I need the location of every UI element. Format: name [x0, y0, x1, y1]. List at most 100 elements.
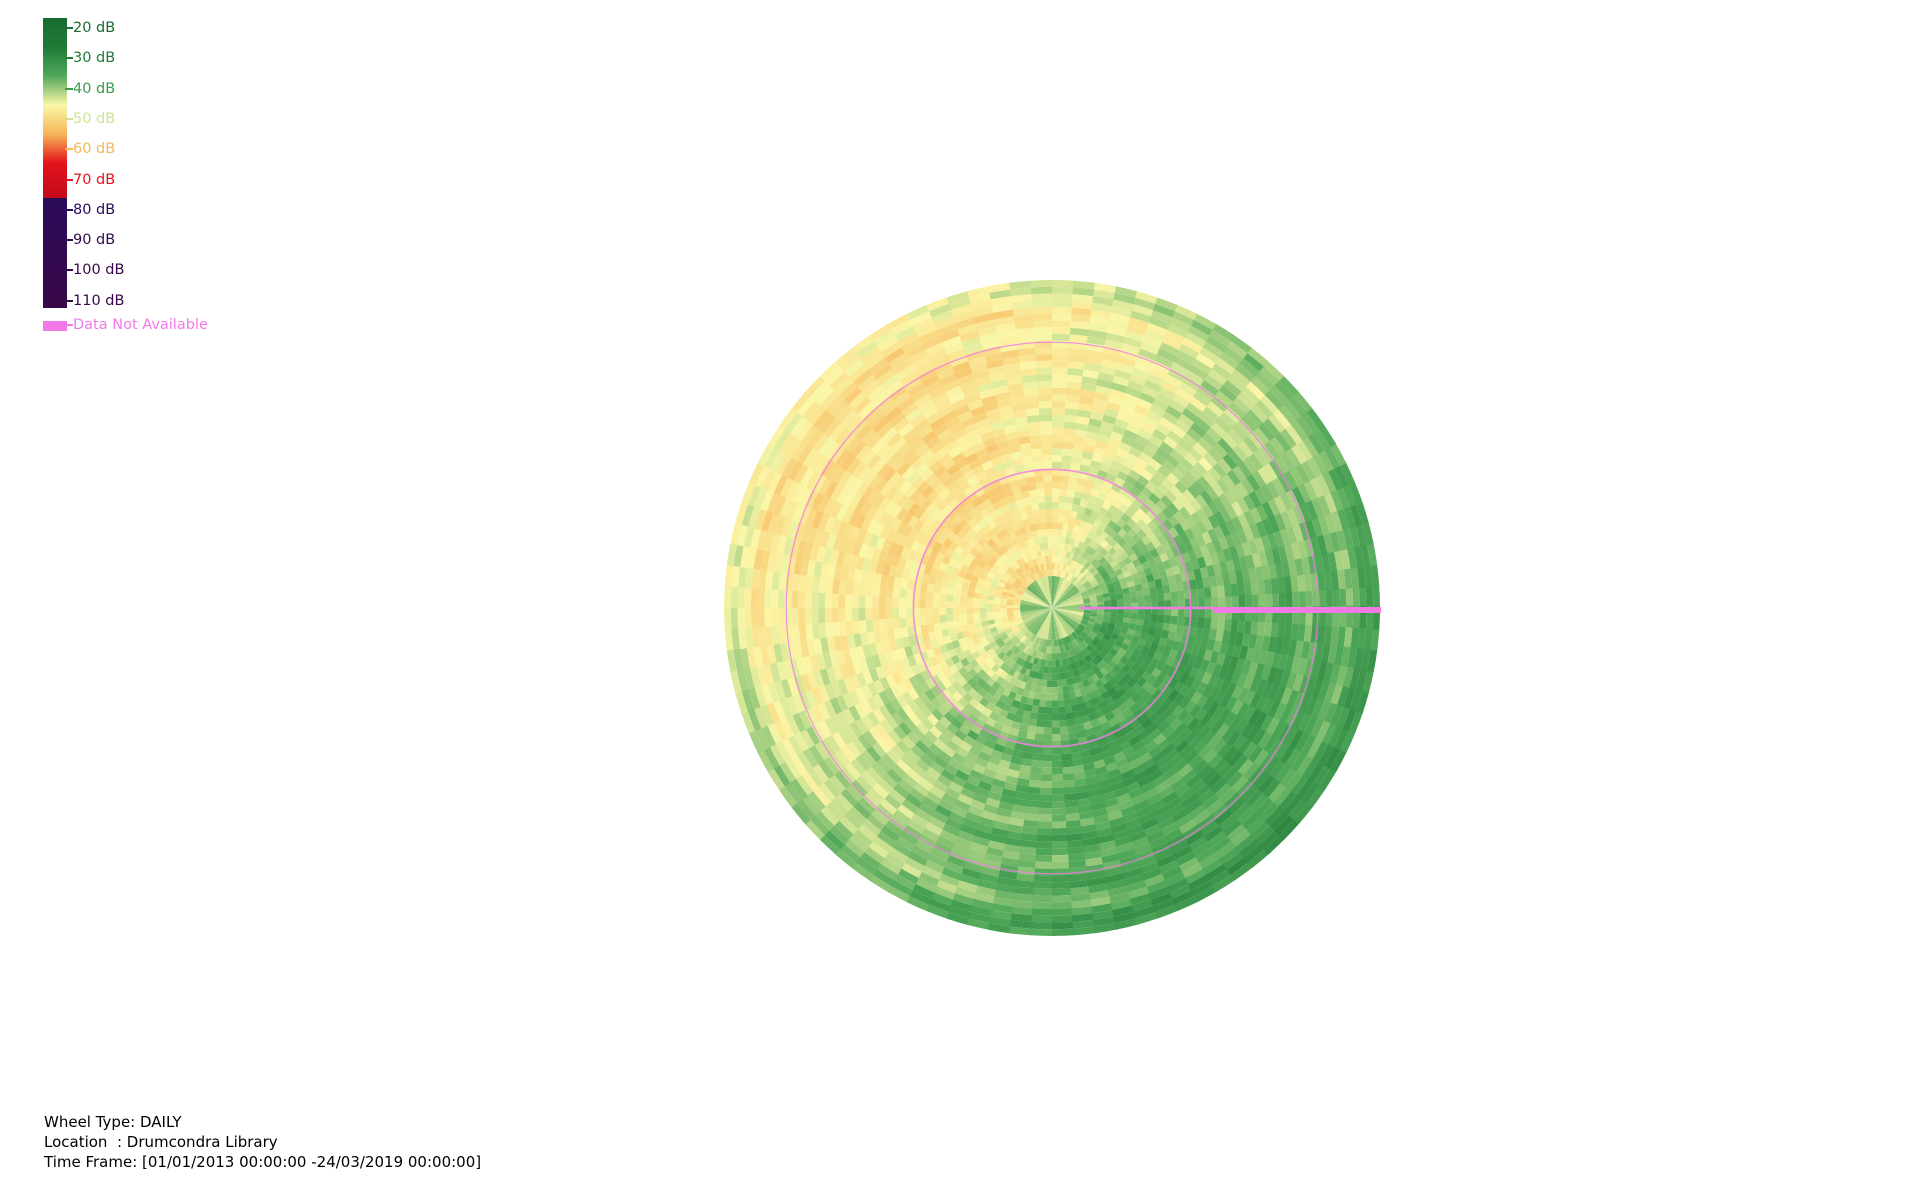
wheel-cell — [1106, 640, 1115, 649]
wheel-cell — [1022, 555, 1029, 563]
wheel-cell — [1247, 537, 1259, 555]
wheel-cell — [1023, 645, 1030, 654]
wheel-cell — [874, 723, 889, 740]
wheel-cell — [918, 510, 931, 524]
wheel-cell — [1050, 448, 1063, 456]
wheel-cell — [955, 746, 970, 759]
wheel-cell — [858, 608, 866, 622]
wheel-cell — [1141, 581, 1150, 590]
wheel-cell — [1071, 568, 1078, 576]
wheel-cell — [993, 596, 1001, 602]
wheel-cell — [1199, 565, 1209, 579]
wheel-cell — [897, 480, 912, 496]
wheel-cell — [1047, 666, 1053, 674]
wheel-cell — [1001, 724, 1013, 735]
wheel-cell — [874, 536, 886, 552]
wheel-cell — [987, 791, 1004, 802]
wheel-cell — [1169, 466, 1184, 481]
colorbar — [43, 18, 67, 308]
wheel-cell — [936, 637, 946, 648]
wheel-cell — [928, 743, 944, 757]
wheel-cell — [1031, 677, 1039, 686]
wheel-cell — [1054, 555, 1059, 563]
wheel-cell — [907, 655, 918, 668]
wheel-cell — [942, 745, 957, 759]
wheel-cell — [1063, 692, 1071, 700]
wheel-cell — [929, 518, 942, 532]
wheel-cell — [1190, 644, 1201, 658]
wheel-cell — [1237, 685, 1250, 703]
wheel-cell — [1014, 616, 1022, 621]
wheel-cell — [986, 668, 996, 678]
wheel-cell — [908, 570, 918, 582]
wheel-cell — [1056, 522, 1064, 530]
wheel-cell — [911, 726, 926, 741]
wheel-cell — [995, 531, 1005, 541]
wheel-cell — [1199, 543, 1210, 557]
wheel-cell — [1094, 730, 1107, 741]
wheel-cell — [1042, 754, 1054, 762]
wheel-cell — [1029, 523, 1037, 532]
wheel-cell — [939, 614, 947, 624]
wheel-cell — [983, 644, 993, 653]
wheel-cell — [921, 632, 931, 644]
wheel-cell — [907, 515, 920, 530]
wheel-cell — [880, 574, 889, 588]
wheel-cell — [1143, 786, 1161, 800]
wheel-cell — [1261, 563, 1271, 581]
wheel-cell — [1015, 618, 1023, 624]
wheel-cell — [982, 723, 994, 734]
wheel-cell — [1345, 586, 1354, 608]
wheel-cell — [1130, 612, 1138, 620]
wheel-cell — [1110, 599, 1118, 605]
wheel-cell — [952, 614, 961, 622]
wheel-cell — [947, 446, 962, 459]
wheel-cell — [949, 573, 958, 583]
wheel-cell — [1073, 771, 1087, 780]
wheel-cell — [1159, 494, 1173, 508]
wheel-cell — [979, 598, 987, 605]
wheel-cell — [1032, 895, 1055, 903]
wheel-cell — [926, 713, 940, 727]
wheel-cell — [948, 757, 964, 771]
wheel-cell — [1258, 592, 1266, 608]
wheel-cell — [1201, 470, 1217, 487]
wheel-cell — [872, 584, 881, 598]
wheel-cell — [777, 608, 786, 628]
wheel-cell — [1089, 794, 1106, 805]
wheel-cell — [1129, 617, 1138, 625]
wheel-cell — [1199, 636, 1209, 650]
wheel-cell — [988, 711, 1000, 722]
wheel-cell — [1045, 707, 1053, 715]
wheel-cell — [1225, 680, 1238, 697]
wheel-cell — [995, 440, 1009, 451]
wheel-cell — [910, 744, 926, 760]
wheel-cell — [929, 567, 939, 578]
wheel-cell — [1184, 748, 1200, 764]
wheel-cell — [1060, 672, 1067, 680]
wheel-cell — [1112, 664, 1122, 674]
wheel-cell — [849, 674, 862, 692]
wheel-cell — [1188, 497, 1202, 512]
wheel-cell — [924, 748, 940, 763]
wheel-cell — [1162, 684, 1175, 698]
wheel-cell — [1103, 543, 1113, 553]
wheel-cell — [777, 590, 786, 610]
wheel-cell — [951, 718, 964, 731]
wheel-cell — [995, 398, 1012, 409]
wheel-cell — [1041, 767, 1054, 775]
wheel-cell — [1048, 555, 1052, 563]
wheel-cell — [1153, 732, 1168, 746]
wheel-cell — [915, 480, 930, 495]
wheel-cell — [1154, 578, 1163, 588]
wheel-cell — [1035, 488, 1045, 497]
wheel-cell — [1017, 642, 1025, 650]
wheel-cell — [1338, 586, 1347, 608]
wheel-cell — [1084, 670, 1092, 679]
wheel-cell — [1169, 752, 1185, 767]
wheel-cell — [1055, 535, 1062, 543]
wheel-cell — [1013, 464, 1025, 474]
wheel-cell — [900, 627, 909, 639]
wheel-cell — [1143, 463, 1158, 476]
wheel-cell — [941, 628, 950, 638]
